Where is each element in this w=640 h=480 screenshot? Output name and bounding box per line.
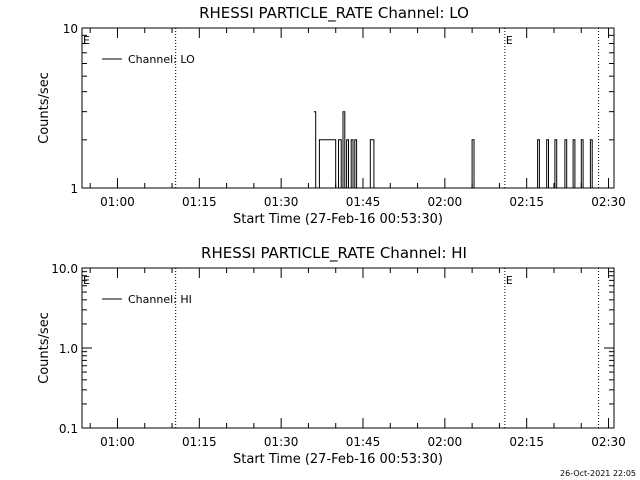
- y-tick-label: 1: [70, 182, 78, 196]
- x-tick-label: 01:45: [346, 195, 381, 209]
- x-tick-label: 01:30: [264, 195, 299, 209]
- y-tick-label: 10.0: [51, 262, 78, 276]
- x-tick-label: 02:15: [509, 195, 544, 209]
- x-tick-label: 02:15: [509, 435, 544, 449]
- legend-entry: Channel: HI: [128, 293, 192, 306]
- e-flag-label: E: [83, 274, 90, 287]
- x-tick-label: 01:00: [100, 195, 135, 209]
- series-line-channel-lo: [313, 111, 593, 189]
- x-tick-label: 02:30: [591, 195, 626, 209]
- y-tick-label: 0.1: [59, 422, 78, 436]
- x-tick-label: 02:00: [428, 195, 463, 209]
- x-tick-label: 01:00: [100, 435, 135, 449]
- x-tick-label: 01:45: [346, 435, 381, 449]
- e-flag-label: E: [83, 34, 90, 47]
- x-tick-label: 01:30: [264, 435, 299, 449]
- e-flag-label: E: [506, 274, 513, 287]
- x-axis-label: Start Time (27-Feb-16 00:53:30): [233, 212, 443, 227]
- y-axis-label: Counts/sec: [37, 312, 52, 384]
- legend-entry: Channel: LO: [128, 53, 195, 66]
- x-axis-label: Start Time (27-Feb-16 00:53:30): [233, 452, 443, 467]
- panel-hi-channel: RHESSI PARTICLE_RATE Channel: HI Start Ti…: [37, 244, 626, 467]
- panel-lo-channel: RHESSI PARTICLE_RATE Channel: LO Start Ti…: [37, 4, 626, 227]
- x-tick-label: 02:00: [428, 435, 463, 449]
- x-tick-label: 01:15: [182, 195, 217, 209]
- chart-title: RHESSI PARTICLE_RATE Channel: LO: [199, 4, 469, 23]
- y-tick-label: 1.0: [59, 342, 78, 356]
- date-stamp: 26-Oct-2021 22:05: [560, 469, 636, 478]
- x-tick-label: 02:30: [591, 435, 626, 449]
- e-flag-label: E: [506, 34, 513, 47]
- y-tick-label: 10: [63, 22, 78, 36]
- plot-frame: [81, 267, 615, 429]
- x-tick-label: 01:15: [182, 435, 217, 449]
- y-axis-label: Counts/sec: [37, 72, 52, 144]
- chart-title: RHESSI PARTICLE_RATE Channel: HI: [201, 244, 467, 263]
